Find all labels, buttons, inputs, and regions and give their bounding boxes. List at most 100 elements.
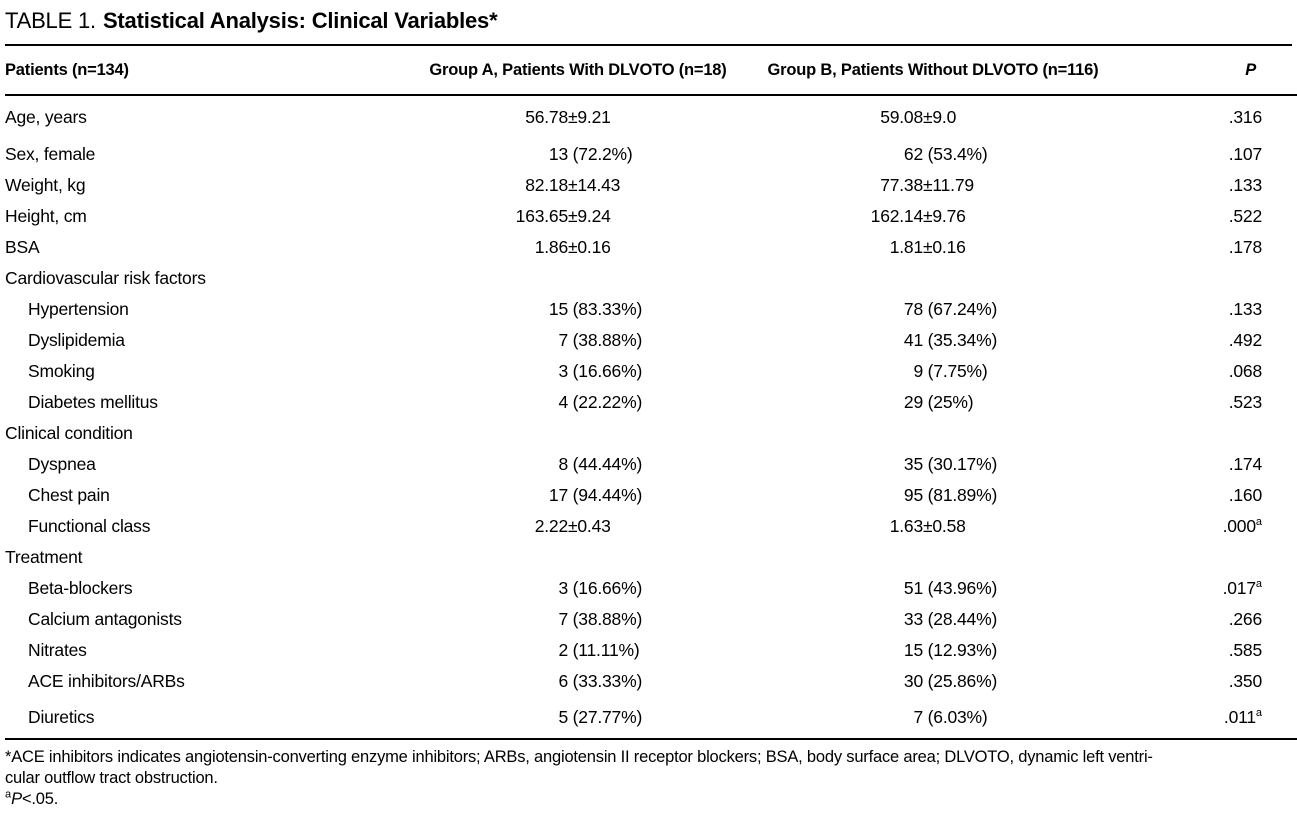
table-row: Hypertension 15 (83.33%) 78 (67.24%) .133 xyxy=(5,294,1297,325)
row-label: Functional class xyxy=(28,516,151,536)
table-row: Sex, female 13 (72.2%) 62 (53.4%) .107 xyxy=(5,139,1297,170)
value-text: 5 (27.77%) xyxy=(558,707,643,727)
table-row: BSA 1.86±0.16 1.81±0.16 .178 xyxy=(5,232,1297,263)
cell-group-b: 35 (30.17%) xyxy=(733,449,1133,480)
table-row: Nitrates 2 (11.11%) 15 (12.93%) .585 xyxy=(5,635,1297,666)
value-text: 3 (16.66%) xyxy=(558,578,643,598)
row-label: Nitrates xyxy=(28,640,87,660)
cell-group-b: 162.14±9.76 xyxy=(733,201,1133,232)
cell-group-b: 1.63±0.58 xyxy=(733,511,1133,542)
column-header-group-a: Group A, Patients With DLVOTO (n=18) xyxy=(423,46,733,96)
section-label: Clinical condition xyxy=(5,423,133,443)
table-row: Dyspnea 8 (44.44%) 35 (30.17%) .174 xyxy=(5,449,1297,480)
value-text: 1.81±0.16 xyxy=(889,237,966,257)
significance-symbol: P xyxy=(11,790,22,808)
cell-group-a xyxy=(423,418,733,449)
section-row: Clinical condition xyxy=(5,418,1297,449)
table-row: Diabetes mellitus 4 (22.22%) 29 (25%) .523 xyxy=(5,387,1297,418)
footnote-abbreviations-line-1: *ACE inhibitors indicates angiotensin-co… xyxy=(5,748,1153,766)
value-text: 2 (11.11%) xyxy=(558,640,640,660)
cell-p-value: .160 xyxy=(1228,485,1262,505)
cell-group-b: 95 (81.89%) xyxy=(733,480,1133,511)
cell-group-b: 59.08±9.0 xyxy=(733,95,1133,139)
value-text: 82.18±14.43 xyxy=(525,175,621,195)
value-text: 59.08±9.0 xyxy=(880,107,957,127)
table-row: Weight, kg 82.18±14.43 77.38±11.79 .133 xyxy=(5,170,1297,201)
significance-marker: a xyxy=(1255,707,1262,720)
row-label: ACE inhibitors/ARBs xyxy=(28,671,185,691)
cell-group-a: 3 (16.66%) xyxy=(423,573,733,604)
value-text: 41 (35.34%) xyxy=(903,330,998,350)
row-label: Chest pain xyxy=(28,485,110,505)
cell-group-b: 62 (53.4%) xyxy=(733,139,1133,170)
cell-group-b: 1.81±0.16 xyxy=(733,232,1133,263)
cell-group-a: 2 (11.11%) xyxy=(423,635,733,666)
row-label: Height, cm xyxy=(5,206,87,226)
value-text: 33 (28.44%) xyxy=(903,609,998,629)
table-row: Chest pain 17 (94.44%) 95 (81.89%) .160 xyxy=(5,480,1297,511)
footnote-significance: aP<.05. xyxy=(5,789,1292,810)
value-text: 163.65±9.24 xyxy=(515,206,611,226)
value-text: 17 (94.44%) xyxy=(548,485,643,505)
table-row: Diuretics 5 (27.77%) 7 (6.03%) .011a xyxy=(5,697,1297,739)
cell-p-value: .350 xyxy=(1228,671,1262,691)
cell-group-a: 7 (38.88%) xyxy=(423,604,733,635)
cell-p-value: .585 xyxy=(1228,640,1262,660)
value-text: 9 (7.75%) xyxy=(913,361,988,381)
table-number: TABLE 1. xyxy=(5,8,96,33)
value-text: 77.38±11.79 xyxy=(880,175,974,195)
value-text: 6 (33.33%) xyxy=(558,671,643,691)
cell-group-a: 6 (33.33%) xyxy=(423,666,733,697)
cell-group-a: 17 (94.44%) xyxy=(423,480,733,511)
cell-p-value: .133 xyxy=(1228,175,1262,195)
cell-group-a: 5 (27.77%) xyxy=(423,697,733,739)
cell-group-a: 2.22±0.43 xyxy=(423,511,733,542)
value-text: 8 (44.44%) xyxy=(558,454,643,474)
title-rule xyxy=(5,44,1292,46)
cell-group-b: 41 (35.34%) xyxy=(733,325,1133,356)
value-text: 7 (38.88%) xyxy=(558,330,643,350)
table-body: Age, years 56.78±9.21 59.08±9.0 .316 Sex, fe… xyxy=(5,95,1297,739)
row-label: Calcium antagonists xyxy=(28,609,182,629)
row-label: Beta-blockers xyxy=(28,578,133,598)
cell-group-a: 163.65±9.24 xyxy=(423,201,733,232)
value-text: 30 (25.86%) xyxy=(903,671,998,691)
cell-p-value xyxy=(1133,542,1297,573)
cell-p-value: .011a xyxy=(1223,707,1262,727)
header-row: Patients (n=134) Group A, Patients With … xyxy=(5,46,1297,96)
table-row: ACE inhibitors/ARBs 6 (33.33%) 30 (25.86%)… xyxy=(5,666,1297,697)
value-text: 2.22±0.43 xyxy=(534,516,611,536)
cell-p-value: .000a xyxy=(1222,516,1262,536)
value-text: 4 (22.22%) xyxy=(558,392,643,412)
cell-group-b: 29 (25%) xyxy=(733,387,1133,418)
cell-p-value: .068 xyxy=(1228,361,1262,381)
value-text: 1.63±0.58 xyxy=(889,516,966,536)
significance-marker: a xyxy=(5,788,12,801)
table-row: Calcium antagonists 7 (38.88%) 33 (28.44%)… xyxy=(5,604,1297,635)
cell-group-b: 51 (43.96%) xyxy=(733,573,1133,604)
cell-p-value: .174 xyxy=(1228,454,1262,474)
table-row: Smoking 3 (16.66%) 9 (7.75%) .068 xyxy=(5,356,1297,387)
value-text: 13 (72.2%) xyxy=(548,144,633,164)
value-text: 62 (53.4%) xyxy=(903,144,988,164)
row-label: Dyspnea xyxy=(28,454,96,474)
row-label: Diabetes mellitus xyxy=(28,392,158,412)
cell-p-value xyxy=(1133,418,1297,449)
value-text: 95 (81.89%) xyxy=(903,485,998,505)
cell-p-value: .133 xyxy=(1228,299,1262,319)
footnote-abbreviations-line-2: cular outflow tract obstruction. xyxy=(5,769,218,787)
cell-group-a xyxy=(423,263,733,294)
value-text: 51 (43.96%) xyxy=(903,578,998,598)
row-label: Sex, female xyxy=(5,144,96,164)
significance-text: <.05. xyxy=(21,790,59,808)
table-header: Patients (n=134) Group A, Patients With … xyxy=(5,46,1297,96)
value-text: 78 (67.24%) xyxy=(903,299,998,319)
table-row: Dyslipidemia 7 (38.88%) 41 (35.34%) .492 xyxy=(5,325,1297,356)
value-text: 3 (16.66%) xyxy=(558,361,643,381)
row-label: BSA xyxy=(5,237,40,257)
column-header-p-value: P xyxy=(1133,46,1297,96)
cell-group-a: 1.86±0.16 xyxy=(423,232,733,263)
value-text: 15 (83.33%) xyxy=(548,299,643,319)
cell-p-value: .107 xyxy=(1228,144,1262,164)
cell-group-a: 56.78±9.21 xyxy=(423,95,733,139)
